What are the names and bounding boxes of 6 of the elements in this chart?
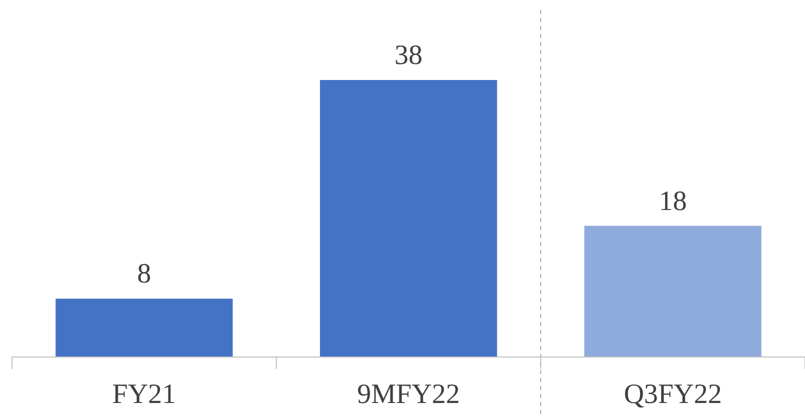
data-label: 8 (137, 258, 152, 290)
x-tick-label: FY21 (112, 379, 176, 410)
data-label: 38 (394, 40, 422, 71)
data-label: 18 (658, 186, 687, 217)
x-tick-label: Q3FY22 (624, 379, 722, 410)
x-tick-label: 9MFY22 (357, 379, 460, 410)
